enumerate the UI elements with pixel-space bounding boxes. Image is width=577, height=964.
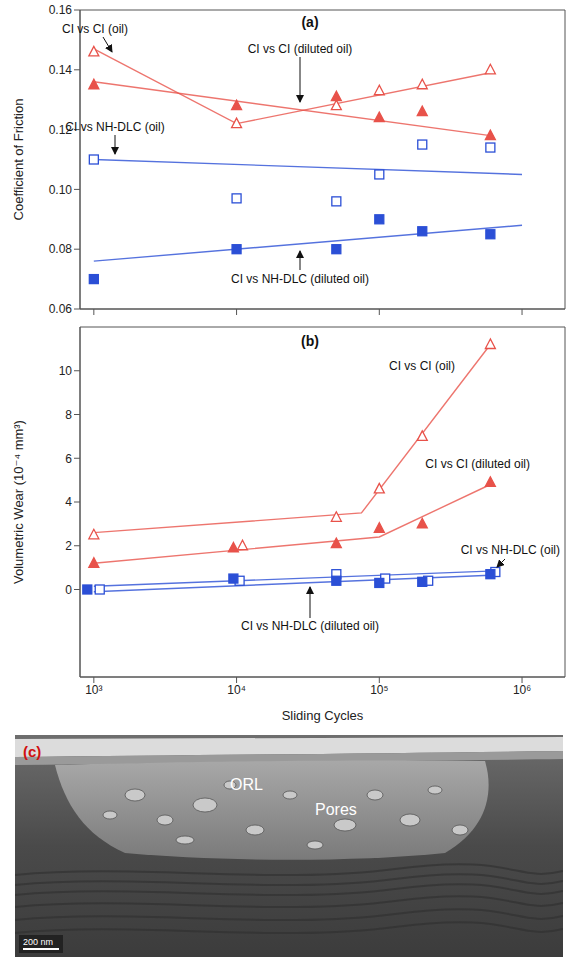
svg-text:CI vs CI (diluted oil): CI vs CI (diluted oil): [425, 457, 530, 471]
svg-text:0.08: 0.08: [49, 242, 73, 256]
svg-text:6: 6: [65, 452, 72, 466]
svg-text:ORL: ORL: [230, 776, 263, 793]
svg-text:CI vs CI (oil): CI vs CI (oil): [389, 359, 455, 373]
svg-text:(b): (b): [301, 333, 319, 349]
svg-text:Pores: Pores: [315, 801, 357, 818]
svg-text:0.12: 0.12: [49, 123, 73, 137]
svg-text:0.10: 0.10: [49, 183, 73, 197]
svg-text:CI vs CI (diluted oil): CI vs CI (diluted oil): [248, 42, 353, 56]
svg-text:CI vs NH-DLC (oil): CI vs NH-DLC (oil): [461, 543, 560, 557]
svg-text:2: 2: [65, 539, 72, 553]
svg-text:CI vs NH-DLC (oil): CI vs NH-DLC (oil): [65, 120, 164, 134]
svg-text:0: 0: [65, 583, 72, 597]
svg-text:200 nm: 200 nm: [23, 937, 53, 947]
svg-text:0.14: 0.14: [49, 63, 73, 77]
svg-text:10³: 10³: [85, 683, 102, 697]
svg-text:10⁶: 10⁶: [513, 683, 531, 697]
svg-text:(a): (a): [301, 14, 318, 30]
svg-text:CI vs NH-DLC (diluted oil): CI vs NH-DLC (diluted oil): [241, 619, 379, 633]
svg-text:Sliding Cycles: Sliding Cycles: [282, 708, 364, 723]
svg-text:0.06: 0.06: [49, 302, 73, 316]
svg-text:4: 4: [65, 495, 72, 509]
svg-text:CI vs CI (oil): CI vs CI (oil): [62, 22, 128, 36]
svg-text:8: 8: [65, 408, 72, 422]
svg-text:0.16: 0.16: [49, 3, 73, 17]
svg-text:Coefficient of Friction: Coefficient of Friction: [11, 99, 26, 221]
svg-text:10⁵: 10⁵: [370, 683, 388, 697]
svg-text:CI vs NH-DLC (diluted oil): CI vs NH-DLC (diluted oil): [231, 272, 369, 286]
svg-text:10: 10: [59, 364, 73, 378]
svg-text:10⁴: 10⁴: [227, 683, 246, 697]
svg-text:Volumetric Wear (10⁻⁴ mm³): Volumetric Wear (10⁻⁴ mm³): [11, 420, 26, 584]
svg-text:(c): (c): [23, 743, 41, 760]
